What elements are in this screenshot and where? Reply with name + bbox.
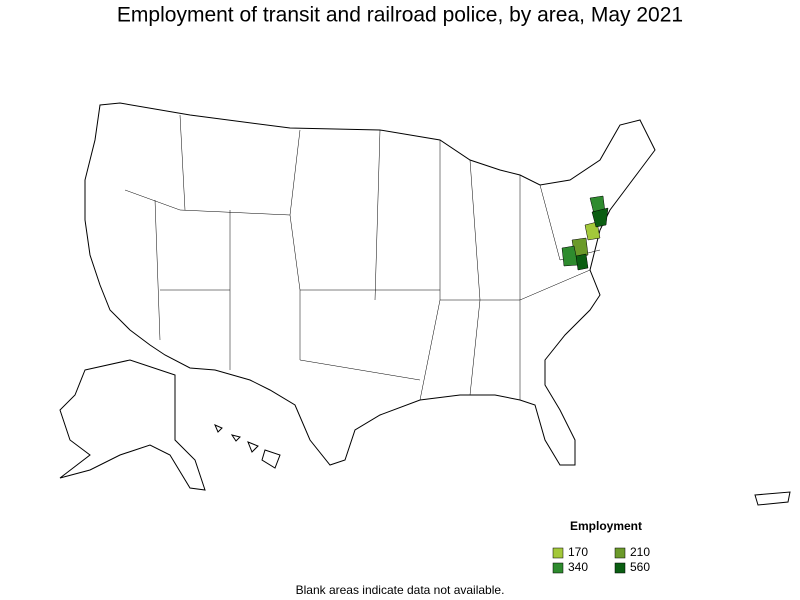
alaska bbox=[59, 359, 206, 491]
footnote: Blank areas indicate data not available. bbox=[296, 583, 505, 597]
puerto-rico bbox=[754, 491, 791, 506]
area-borders bbox=[124, 114, 601, 401]
map-title: Employment of transit and railroad polic… bbox=[117, 4, 683, 27]
legend-swatch bbox=[552, 547, 564, 559]
legend-label: 210 bbox=[630, 545, 650, 559]
legend-swatch bbox=[614, 562, 626, 574]
legend-label: 170 bbox=[568, 545, 588, 559]
legend-label: 560 bbox=[630, 560, 650, 574]
legend: 170 210 340 560 bbox=[552, 545, 650, 574]
area-560 bbox=[591, 207, 609, 228]
legend-label: 340 bbox=[568, 560, 588, 574]
legend-title: Employment bbox=[570, 519, 642, 533]
hawaii bbox=[214, 424, 281, 469]
map bbox=[59, 102, 791, 506]
legend-swatch bbox=[552, 562, 564, 574]
area-560 bbox=[575, 253, 589, 271]
contiguous-us bbox=[84, 102, 656, 466]
legend-swatch bbox=[614, 547, 626, 559]
